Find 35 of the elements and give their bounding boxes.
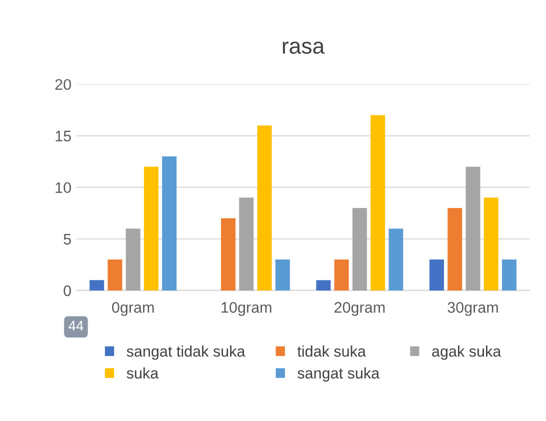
bar (257, 125, 272, 290)
x-tick-label: 10gram (222, 302, 272, 316)
legend-label: suka (126, 367, 159, 379)
legend-label: agak suka (432, 346, 502, 360)
bar (221, 218, 236, 290)
x-tick-label: 30gram (448, 302, 498, 316)
bar (388, 228, 404, 290)
y-tick-label: 20 (55, 79, 71, 90)
bar (466, 166, 480, 290)
bar (275, 260, 290, 290)
bar (162, 156, 177, 290)
y-tick-label: 10 (56, 182, 71, 194)
bar (502, 260, 516, 290)
chart-title: rasa (282, 42, 325, 54)
legend-label: sangat tidak suka (126, 346, 246, 360)
y-tick-label: 5 (64, 234, 71, 245)
bar (316, 280, 331, 290)
bar (126, 228, 140, 290)
bar (484, 198, 498, 290)
x-tick-label: 20gram (334, 302, 385, 316)
bar (448, 208, 462, 290)
bar (370, 115, 386, 290)
y-tick-label: 0 (64, 285, 71, 296)
y-tick-label: 15 (56, 130, 71, 142)
legend-label: tidak suka (297, 346, 366, 357)
bar (108, 260, 122, 290)
bar (144, 166, 158, 290)
bar (334, 260, 349, 290)
text: 44 (68, 320, 84, 330)
bar (239, 198, 254, 290)
x-tick-label: 0gram (112, 302, 154, 316)
bar (352, 208, 367, 290)
bar (429, 260, 444, 290)
bar (90, 280, 104, 290)
legend-label: sangat suka (298, 367, 380, 382)
